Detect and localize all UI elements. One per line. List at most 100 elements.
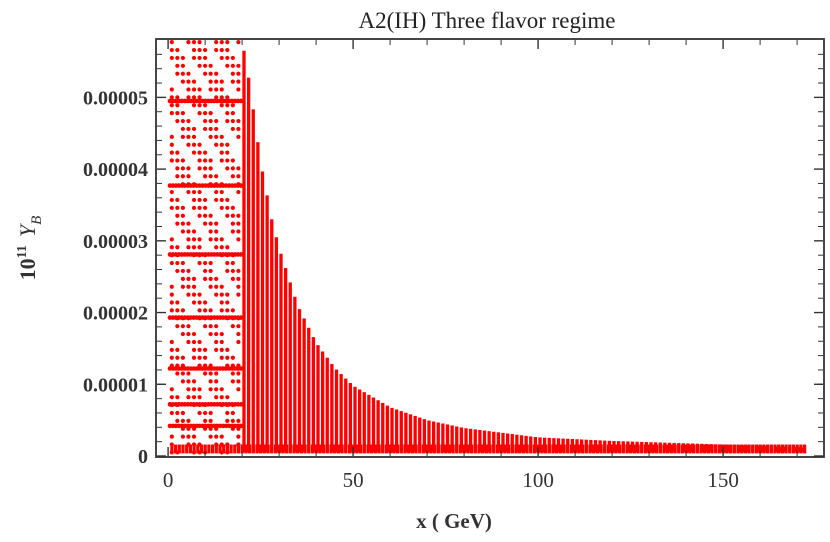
- data-point: [425, 444, 429, 454]
- data-point: [175, 371, 180, 376]
- data-point: [230, 158, 235, 163]
- data-point: [238, 183, 244, 188]
- data-point: [191, 134, 197, 139]
- data-point: [225, 118, 230, 124]
- data-point: [468, 428, 473, 453]
- data-point: [236, 166, 241, 171]
- data-point: [225, 444, 229, 454]
- data-point: [658, 444, 662, 454]
- data-point: [203, 205, 208, 210]
- data-point: [191, 347, 197, 352]
- data-point: [236, 174, 241, 179]
- data-point: [334, 369, 339, 453]
- data-point: [191, 339, 197, 345]
- data-point: [214, 434, 219, 439]
- data-point: [225, 158, 230, 163]
- data-point: [208, 229, 213, 234]
- data-point: [175, 63, 180, 68]
- data-point: [362, 444, 366, 454]
- data-point: [714, 444, 718, 454]
- data-points: [167, 40, 807, 455]
- data-point: [399, 411, 403, 453]
- data-point: [169, 237, 174, 242]
- data-point: [455, 444, 459, 454]
- data-point: [214, 347, 219, 352]
- plot-frame: [155, 38, 825, 458]
- data-point: [203, 371, 208, 376]
- data-point: [279, 253, 283, 453]
- data-point: [169, 40, 174, 45]
- y-tick-label: 0.00001: [83, 374, 148, 396]
- data-point: [191, 103, 197, 108]
- data-point: [208, 308, 213, 313]
- data-point: [302, 318, 306, 453]
- data-point: [174, 444, 178, 454]
- data-point: [214, 229, 219, 234]
- data-point: [236, 189, 241, 195]
- data-point: [180, 221, 185, 226]
- data-point: [186, 284, 191, 289]
- data-point: [396, 444, 400, 454]
- x-axis-ticks: 0 50 100 150: [163, 40, 798, 492]
- y-axis-ticks: 0 0.00001 0.00002 0.00003 0.00004 0.00005: [83, 53, 823, 468]
- data-point: [238, 402, 244, 407]
- data-point: [197, 63, 202, 68]
- data-point: [197, 355, 202, 360]
- data-point: [191, 237, 197, 242]
- data-point: [197, 213, 202, 218]
- data-point: [219, 300, 224, 305]
- data-point: [203, 276, 208, 281]
- data-point: [760, 445, 764, 453]
- data-point: [399, 444, 403, 454]
- data-point: [422, 419, 427, 453]
- data-point: [197, 166, 202, 171]
- data-point: [359, 444, 363, 454]
- data-point: [344, 378, 348, 453]
- data-point: [649, 442, 653, 453]
- data-point: [447, 444, 451, 454]
- data-point: [197, 111, 202, 116]
- data-point: [208, 237, 213, 242]
- data-point: [612, 440, 616, 453]
- data-point: [283, 268, 288, 453]
- data-point: [251, 109, 255, 453]
- data-point: [376, 400, 380, 453]
- data-point: [180, 55, 185, 61]
- data-point: [186, 71, 191, 76]
- data-point: [219, 395, 224, 400]
- data-point: [236, 444, 241, 454]
- data-point: [214, 324, 219, 329]
- data-point: [225, 395, 230, 400]
- data-point: [450, 425, 454, 453]
- data-point: [618, 444, 622, 454]
- data-point: [339, 374, 343, 453]
- data-point: [481, 444, 485, 454]
- data-point: [236, 229, 241, 234]
- data-point: [236, 63, 241, 68]
- data-point: [191, 189, 197, 195]
- data-point: [492, 444, 496, 454]
- data-point: [208, 71, 213, 76]
- data-point: [230, 418, 235, 423]
- data-point: [214, 237, 219, 242]
- data-point: [230, 111, 235, 116]
- data-point: [169, 245, 174, 250]
- data-point: [273, 444, 278, 454]
- data-point: [214, 331, 219, 337]
- data-point: [225, 347, 230, 352]
- data-point: [203, 111, 208, 116]
- data-point: [180, 268, 185, 274]
- data-point: [225, 245, 230, 250]
- data-point: [629, 444, 633, 454]
- data-point: [236, 40, 241, 45]
- data-point: [180, 331, 185, 337]
- data-point: [222, 444, 226, 454]
- data-point: [203, 47, 208, 53]
- data-point: [197, 142, 202, 147]
- data-point: [445, 424, 450, 453]
- data-point: [703, 444, 707, 454]
- data-point: [297, 309, 302, 453]
- data-point: [246, 77, 251, 453]
- data-point: [175, 197, 180, 203]
- data-point: [203, 55, 208, 61]
